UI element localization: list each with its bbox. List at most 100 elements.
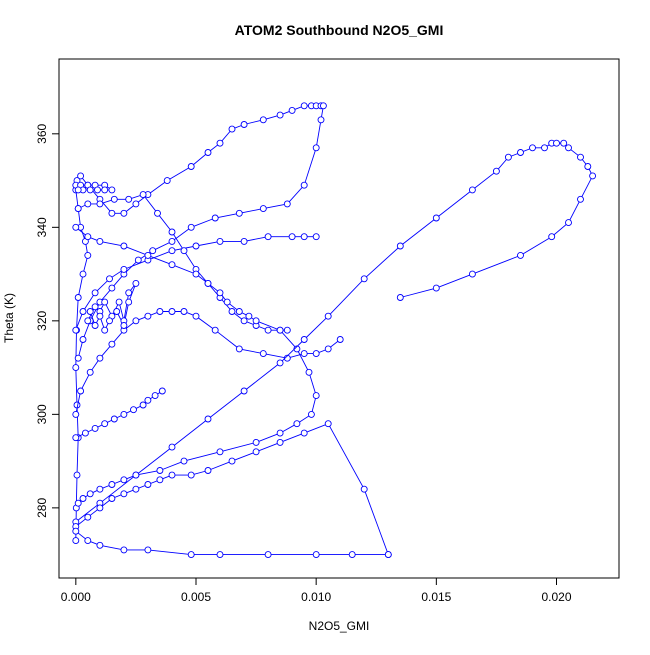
data-point xyxy=(584,163,592,170)
data-point xyxy=(204,415,212,423)
data-point xyxy=(305,368,313,376)
data-point xyxy=(79,308,87,315)
data-point xyxy=(204,279,212,287)
data-point xyxy=(158,387,166,395)
data-point xyxy=(204,467,212,474)
data-point xyxy=(120,265,128,273)
data-point xyxy=(283,326,291,334)
data-point xyxy=(168,228,176,236)
data-point xyxy=(336,336,344,343)
data-point xyxy=(577,195,584,203)
data-point xyxy=(77,172,85,180)
data-point xyxy=(94,186,101,194)
data-point xyxy=(120,490,128,498)
data-point xyxy=(120,209,128,217)
data-point xyxy=(91,303,99,311)
y-tick-label: 340 xyxy=(35,217,49,237)
data-point xyxy=(72,434,80,442)
data-point xyxy=(252,317,260,325)
y-tick-label: 300 xyxy=(35,404,49,424)
data-point xyxy=(96,485,104,493)
data-point xyxy=(120,410,128,418)
data-point xyxy=(228,125,236,133)
data-point xyxy=(86,490,94,498)
data-point xyxy=(300,429,308,437)
data-point xyxy=(180,308,188,315)
data-point xyxy=(156,308,164,315)
data-point xyxy=(91,289,99,297)
data-point xyxy=(84,317,92,325)
data-point xyxy=(132,485,140,493)
data-point xyxy=(151,392,159,400)
data-point xyxy=(156,467,164,474)
x-tick-label: 0.015 xyxy=(421,590,451,604)
data-point xyxy=(187,471,195,479)
data-point xyxy=(132,200,140,208)
data-point xyxy=(204,149,212,156)
series-layer xyxy=(72,102,597,559)
data-point xyxy=(96,541,104,549)
data-point xyxy=(293,420,301,428)
data-point xyxy=(252,438,260,446)
data-point xyxy=(432,284,440,292)
data-point xyxy=(216,448,224,456)
data-point xyxy=(96,504,104,512)
y-axis: 280 300 320 340 360 xyxy=(35,123,60,518)
data-point xyxy=(264,326,272,334)
data-point xyxy=(144,312,152,320)
data-point xyxy=(106,317,113,325)
data-point xyxy=(120,546,128,554)
data-point xyxy=(125,298,133,306)
data-point xyxy=(245,312,253,320)
data-point xyxy=(276,438,284,446)
data-point xyxy=(240,121,248,128)
data-point xyxy=(84,513,92,521)
data-point xyxy=(96,200,104,208)
data-point xyxy=(86,308,94,315)
data-point xyxy=(108,186,116,194)
data-point xyxy=(307,410,315,418)
data-point xyxy=(120,476,128,484)
data-point xyxy=(192,312,200,320)
data-point xyxy=(144,546,152,554)
data-point xyxy=(276,359,284,367)
data-point xyxy=(180,247,188,255)
data-point xyxy=(216,237,224,245)
data-point xyxy=(211,214,219,222)
data-point xyxy=(168,308,176,315)
data-point xyxy=(235,209,243,217)
data-point xyxy=(86,368,94,376)
data-point xyxy=(132,317,140,325)
data-point xyxy=(312,392,320,400)
data-point xyxy=(468,270,476,278)
data-point xyxy=(360,485,368,493)
data-point xyxy=(91,322,99,329)
data-point xyxy=(108,340,116,348)
x-axis: 0.000 0.005 0.010 0.015 0.020 xyxy=(61,577,572,604)
data-point xyxy=(589,172,597,180)
data-point xyxy=(288,106,296,114)
x-axis-label: N2O5_GMI xyxy=(309,619,370,633)
data-point xyxy=(324,420,332,428)
data-point xyxy=(276,326,284,334)
data-point xyxy=(101,298,109,306)
data-point xyxy=(317,116,325,124)
data-point xyxy=(72,527,80,535)
data-point xyxy=(504,153,512,161)
data-series xyxy=(72,139,597,526)
data-point xyxy=(288,233,296,241)
data-point xyxy=(74,205,82,213)
series-line xyxy=(75,311,341,415)
data-point xyxy=(125,195,133,203)
data-point xyxy=(120,242,128,250)
data-point xyxy=(84,233,92,241)
data-point xyxy=(81,429,89,437)
data-series xyxy=(84,279,140,334)
data-point xyxy=(223,298,231,306)
data-point xyxy=(108,284,116,292)
data-point xyxy=(86,186,94,194)
data-point xyxy=(312,350,320,358)
data-point xyxy=(348,551,356,559)
data-point xyxy=(228,308,236,315)
